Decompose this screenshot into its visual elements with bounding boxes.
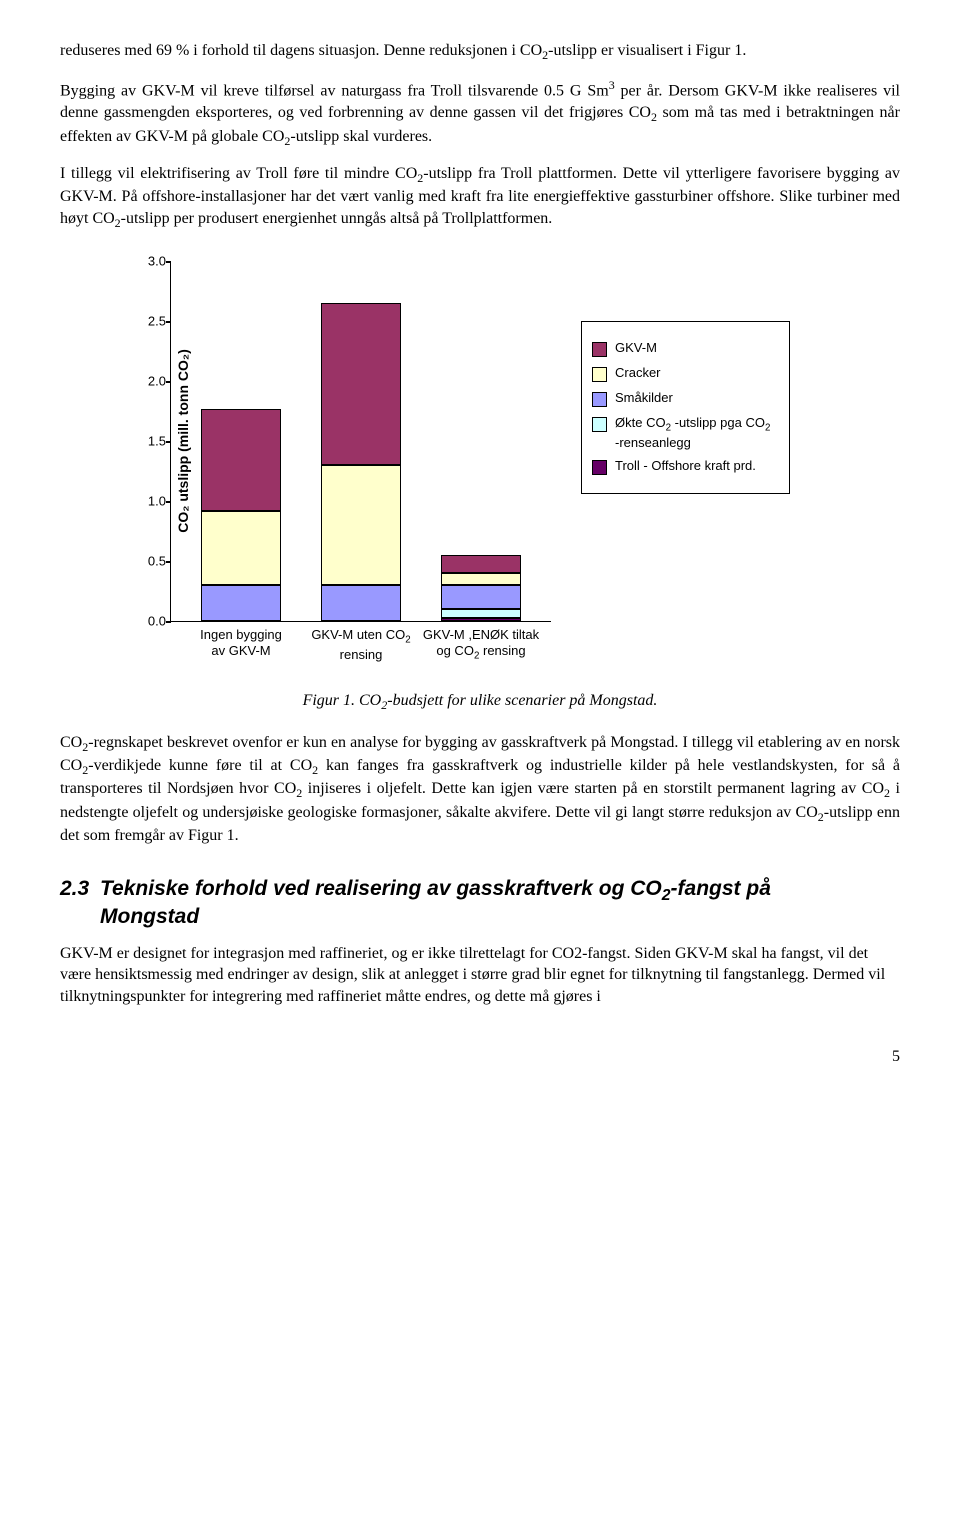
paragraph-5: GKV-M er designet for integrasjon med ra…	[60, 943, 900, 1008]
ytick-mark	[166, 621, 171, 623]
y-axis-label: CO₂ utslipp (mill. tonn CO₂)	[175, 350, 191, 534]
bar-segment-gkvm	[201, 409, 281, 511]
ytick-label: 2.0	[131, 374, 166, 389]
legend-swatch	[592, 460, 607, 475]
text: CO	[60, 734, 82, 751]
figure-caption: Figur 1. CO2-budsjett for ulike scenarie…	[60, 692, 900, 713]
bar-segment-gkvm	[441, 555, 521, 573]
ytick-mark	[166, 261, 171, 263]
legend-label: Troll - Offshore kraft prd.	[615, 458, 756, 474]
legend-label: GKV-M	[615, 340, 657, 356]
bar-group	[201, 409, 281, 621]
text: -utslipp er visualisert i Figur 1.	[548, 42, 746, 59]
x-axis-label: GKV-M uten CO2rensing	[301, 627, 421, 662]
legend-item: Troll - Offshore kraft prd.	[592, 458, 775, 475]
legend-item: Økte CO2 -utslipp pga CO2 -renseanlegg	[592, 415, 775, 450]
ytick-label: 1.0	[131, 494, 166, 509]
ytick-mark	[166, 501, 171, 503]
legend-item: GKV-M	[592, 340, 775, 357]
legend-swatch	[592, 392, 607, 407]
paragraph-3: I tillegg vil elektrifisering av Troll f…	[60, 163, 900, 231]
text: Bygging av GKV-M vil kreve tilførsel av …	[60, 83, 609, 100]
chart-legend: GKV-M Cracker Småkilder Økte CO2 -utslipp p…	[581, 321, 790, 494]
legend-item: Småkilder	[592, 390, 775, 407]
figure-1-chart: 0.00.51.01.52.02.53.0CO₂ utslipp (mill. …	[60, 261, 900, 622]
bar-segment-okt	[441, 609, 521, 617]
caption-text: Figur 1. CO	[303, 692, 382, 709]
ytick-label: 2.5	[131, 314, 166, 329]
text: -utslipp per produsert energienhet unngå…	[121, 210, 553, 227]
page-number: 5	[60, 1048, 900, 1066]
bar-segment-gkvm	[321, 303, 401, 465]
legend-swatch	[592, 417, 607, 432]
legend-item: Cracker	[592, 365, 775, 382]
legend-label: Småkilder	[615, 390, 673, 406]
paragraph-2: Bygging av GKV-M vil kreve tilførsel av …	[60, 77, 900, 149]
legend-label: Cracker	[615, 365, 661, 381]
paragraph-1: reduseres med 69 % i forhold til dagens …	[60, 40, 900, 63]
heading-number: 2.3	[60, 877, 100, 901]
text: -verdikjede kunne føre til at CO	[88, 757, 312, 774]
bar-segment-sma	[441, 585, 521, 609]
paragraph-4: CO2-regnskapet beskrevet ovenfor er kun …	[60, 732, 900, 847]
x-axis-label: GKV-M ,ENØK tiltakog CO2 rensing	[421, 627, 541, 662]
bar-segment-cracker	[441, 573, 521, 585]
ytick-mark	[166, 561, 171, 563]
legend-label: Økte CO2 -utslipp pga CO2 -renseanlegg	[615, 415, 775, 450]
bar-segment-troll	[441, 618, 521, 622]
ytick-mark	[166, 321, 171, 323]
caption-text: -budsjett for ulike scenarier på Mongsta…	[387, 692, 657, 709]
legend-swatch	[592, 342, 607, 357]
ytick-label: 0.5	[131, 554, 166, 569]
legend-swatch	[592, 367, 607, 382]
bar-segment-cracker	[201, 511, 281, 585]
sub: 2	[662, 887, 671, 904]
bar-group	[441, 555, 521, 621]
bar-group	[321, 303, 401, 621]
ytick-label: 1.5	[131, 434, 166, 449]
ytick-label: 0.0	[131, 614, 166, 629]
ytick-mark	[166, 441, 171, 443]
ytick-mark	[166, 381, 171, 383]
text: reduseres med 69 % i forhold til dagens …	[60, 42, 542, 59]
text: injiseres i oljefelt. Dette kan igjen væ…	[302, 780, 884, 797]
x-axis-label: Ingen byggingav GKV-M	[181, 627, 301, 658]
bar-segment-sma	[321, 585, 401, 621]
heading-text: Tekniske forhold ved realisering av gass…	[100, 877, 662, 900]
bar-segment-sma	[201, 585, 281, 621]
text: -utslipp skal vurderes.	[290, 128, 432, 145]
ytick-label: 3.0	[131, 254, 166, 269]
chart-plot-area: 0.00.51.01.52.02.53.0CO₂ utslipp (mill. …	[170, 261, 551, 622]
bar-segment-cracker	[321, 465, 401, 585]
text: I tillegg vil elektrifisering av Troll f…	[60, 165, 417, 182]
text: GKV-M er designet for integrasjon med ra…	[60, 945, 885, 1005]
section-heading-2-3: 2.3Tekniske forhold ved realisering av g…	[60, 877, 900, 929]
